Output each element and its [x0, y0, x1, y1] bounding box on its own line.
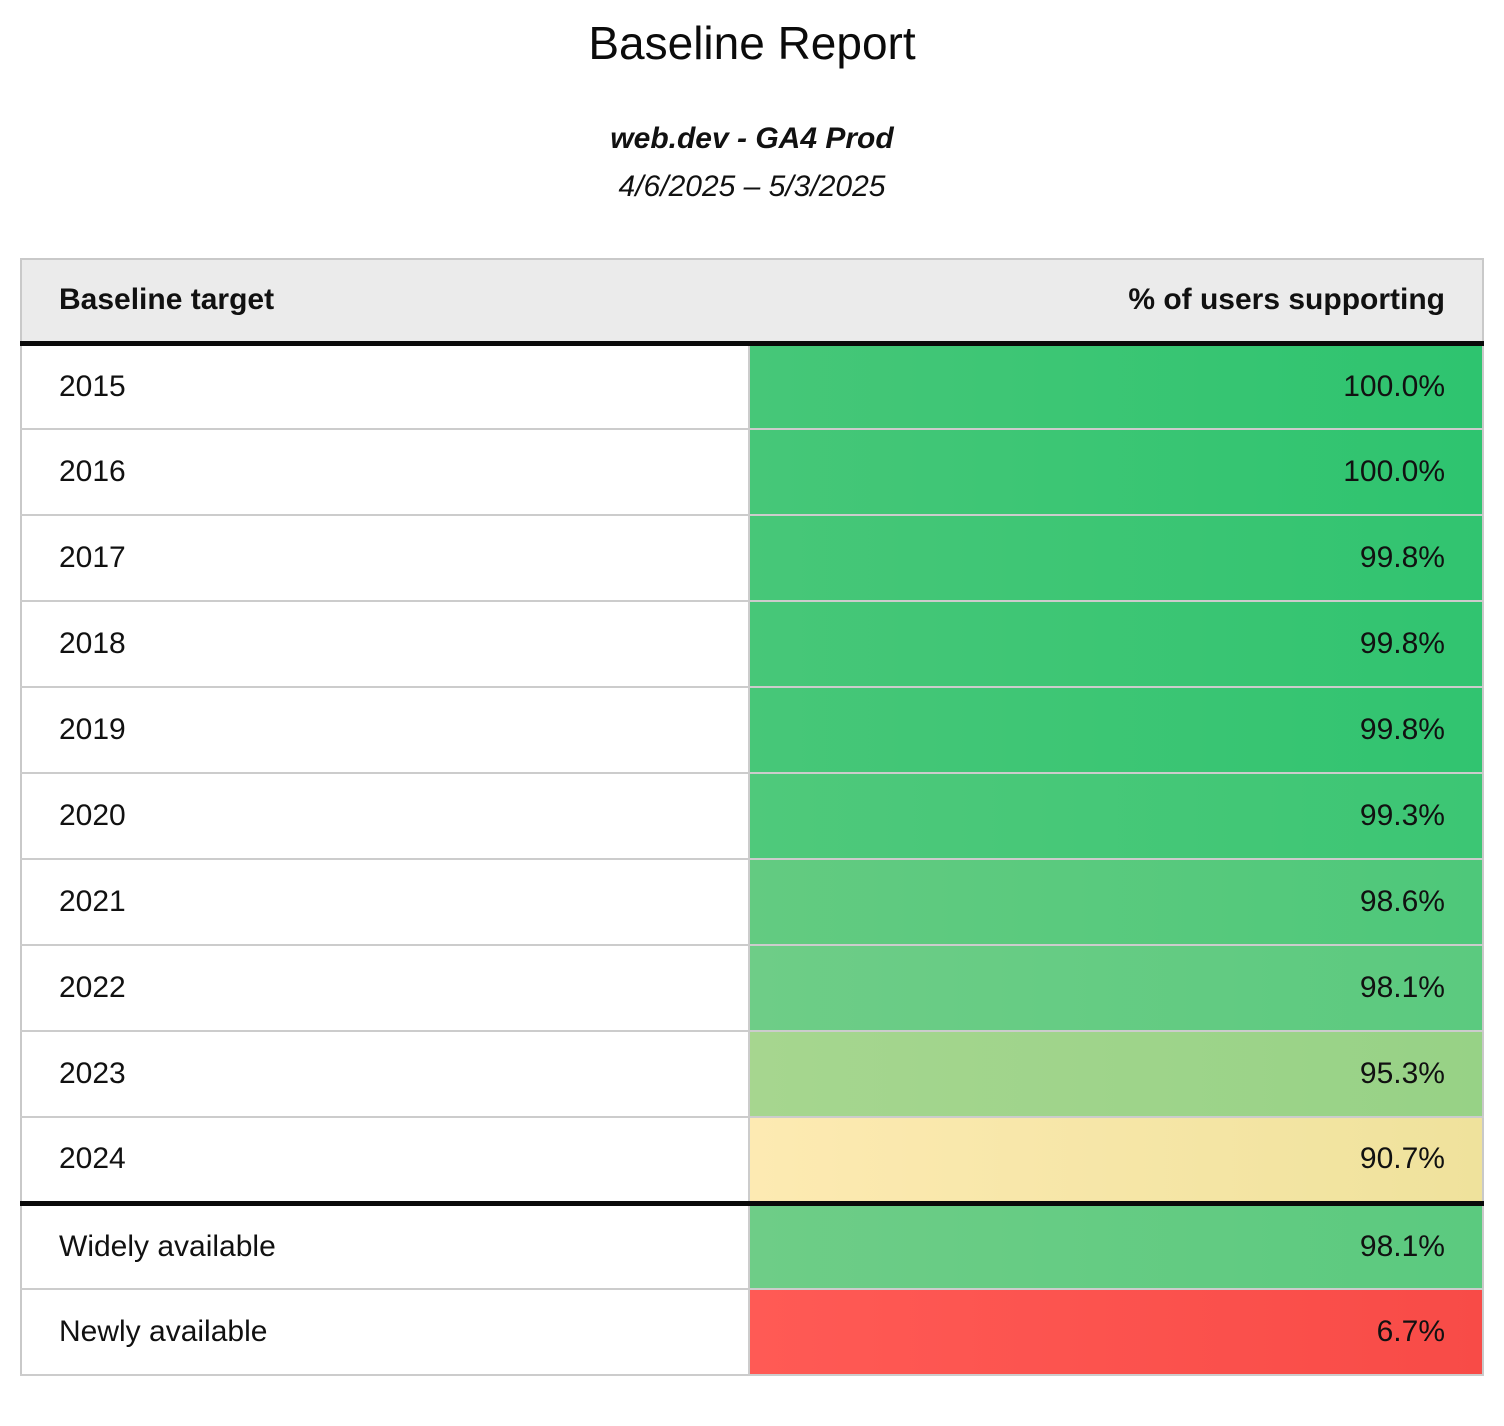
- support-percent-cell: 99.8%: [749, 515, 1483, 602]
- table-row: 2018 99.8%: [21, 601, 1483, 688]
- report-header: Baseline Report web.dev - GA4 Prod 4/6/2…: [0, 0, 1504, 204]
- table-row: 2015 100.0%: [21, 343, 1483, 430]
- baseline-target-cell: 2018: [21, 601, 751, 688]
- column-header-percent-supporting: % of users supporting: [749, 259, 1483, 346]
- report-subtitle: web.dev - GA4 Prod: [610, 122, 894, 155]
- table-row: 2023 95.3%: [21, 1031, 1483, 1118]
- page-title: Baseline Report: [588, 17, 916, 69]
- table-row: 2022 98.1%: [21, 945, 1483, 1032]
- support-percent-cell: 99.8%: [749, 687, 1483, 774]
- support-percent-cell: 98.1%: [749, 1200, 1483, 1290]
- baseline-target-cell: 2024: [21, 1117, 751, 1204]
- baseline-target-cell: 2015: [21, 343, 751, 430]
- support-percent-cell: 95.3%: [749, 1031, 1483, 1118]
- table-row: 2021 98.6%: [21, 859, 1483, 946]
- table-header-row: Baseline target % of users supporting: [21, 259, 1483, 346]
- table-row: 2020 99.3%: [21, 773, 1483, 860]
- table-row: 2019 99.8%: [21, 687, 1483, 774]
- baseline-target-cell: 2016: [21, 429, 751, 516]
- baseline-report-table: Baseline target % of users supporting 20…: [20, 258, 1484, 1376]
- table-row: Widely available 98.1%: [21, 1200, 1483, 1290]
- baseline-target-cell: 2020: [21, 773, 751, 860]
- table-row: Newly available 6.7%: [21, 1289, 1483, 1376]
- support-percent-cell: 90.7%: [749, 1117, 1483, 1204]
- support-percent-cell: 6.7%: [749, 1289, 1483, 1376]
- table-row: 2024 90.7%: [21, 1117, 1483, 1204]
- baseline-target-cell: Newly available: [21, 1289, 751, 1376]
- support-percent-cell: 100.0%: [749, 429, 1483, 516]
- baseline-target-cell: 2023: [21, 1031, 751, 1118]
- baseline-target-cell: 2021: [21, 859, 751, 946]
- support-percent-cell: 98.1%: [749, 945, 1483, 1032]
- report-date-range: 4/6/2025 – 5/3/2025: [618, 170, 886, 203]
- baseline-target-cell: 2022: [21, 945, 751, 1032]
- baseline-target-cell: Widely available: [21, 1200, 751, 1290]
- support-percent-cell: 100.0%: [749, 343, 1483, 430]
- table-row: 2016 100.0%: [21, 429, 1483, 516]
- support-percent-cell: 99.8%: [749, 601, 1483, 688]
- baseline-target-cell: 2019: [21, 687, 751, 774]
- column-header-baseline-target: Baseline target: [21, 259, 750, 346]
- baseline-target-cell: 2017: [21, 515, 751, 602]
- support-percent-cell: 98.6%: [749, 859, 1483, 946]
- table-row: 2017 99.8%: [21, 515, 1483, 602]
- support-percent-cell: 99.3%: [749, 773, 1483, 860]
